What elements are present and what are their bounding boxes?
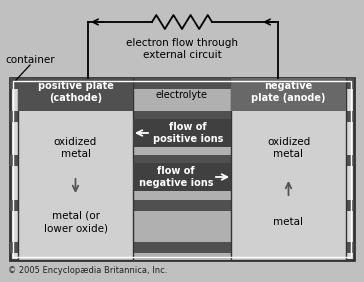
Bar [133,111,231,122]
Bar [133,78,231,260]
Text: metal: metal [273,217,304,227]
Bar [10,111,354,122]
Text: oxidized
metal: oxidized metal [54,137,97,159]
Bar [10,155,354,166]
Text: flow of
positive ions: flow of positive ions [153,122,223,144]
Text: negative
plate (anode): negative plate (anode) [251,81,326,103]
Text: positive plate
(cathode): positive plate (cathode) [37,81,114,103]
Bar [18,78,133,111]
Text: flow of
negative ions: flow of negative ions [139,166,213,188]
Bar [133,155,231,166]
Bar [10,200,354,211]
Bar [133,200,231,211]
Text: metal (or
lower oxide): metal (or lower oxide) [44,211,107,233]
Text: electron flow through
external circuit: electron flow through external circuit [126,38,238,60]
Bar [133,78,231,89]
Bar [133,163,231,191]
Bar [10,78,354,260]
Bar [133,119,231,147]
Text: electrolyte: electrolyte [156,89,208,100]
Text: oxidized
metal: oxidized metal [267,137,310,159]
Bar [231,78,346,111]
Bar [13,81,351,257]
Text: container: container [5,55,55,65]
Bar [18,78,133,260]
Bar [10,78,354,89]
Bar [10,242,354,253]
Bar [231,78,346,260]
Bar [133,242,231,253]
Text: © 2005 Encyclopædia Britannica, Inc.: © 2005 Encyclopædia Britannica, Inc. [8,266,167,275]
